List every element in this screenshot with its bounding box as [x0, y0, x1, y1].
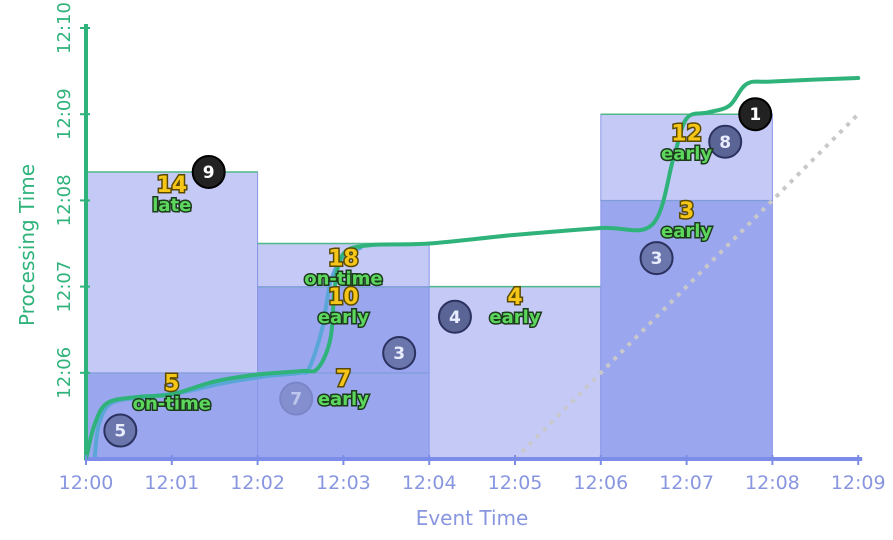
- y-tick-label: 12:06: [54, 347, 75, 399]
- annotation-timing: early: [489, 307, 540, 328]
- window-pane: [600, 113, 773, 201]
- x-tick-label: 12:04: [402, 472, 457, 494]
- event-marker: 8: [708, 124, 743, 159]
- y-axis-title: Processing Time: [15, 164, 39, 326]
- event-marker: 3: [382, 335, 417, 370]
- window-pane: [85, 171, 259, 374]
- annotation-count: 7: [336, 367, 351, 392]
- annotation-count: 4: [507, 285, 522, 310]
- event-value: 1: [749, 105, 761, 125]
- x-tick-label: 12:09: [831, 472, 886, 494]
- event-circle: [639, 241, 674, 276]
- event-value: 9: [203, 163, 215, 183]
- annotation-timing: early: [318, 389, 369, 410]
- window-panes: [85, 113, 773, 460]
- event-value: 3: [393, 344, 405, 364]
- x-tick-label: 12:08: [745, 472, 800, 494]
- y-tick-label: 12:10: [54, 2, 75, 54]
- event-marker: 9: [191, 154, 226, 189]
- x-tick-label: 12:05: [488, 472, 543, 494]
- event-marker: 5: [103, 413, 138, 448]
- x-tick-label: 12:00: [59, 472, 114, 494]
- annotation-timing: on-time: [133, 393, 211, 414]
- window-pane: [600, 199, 773, 460]
- ideal-line: [513, 112, 860, 461]
- annotation-timing: early: [318, 307, 369, 328]
- annotation-timing: on-time: [304, 268, 382, 289]
- event-circle: [738, 97, 773, 132]
- event-value: 7: [290, 390, 302, 410]
- y-tick-label: 12:08: [54, 174, 75, 226]
- x-tick-label: 12:07: [659, 472, 714, 494]
- event-marker: 1: [738, 97, 773, 132]
- curves: [84, 75, 861, 461]
- pane-annotation: 5on-time: [131, 370, 212, 416]
- x-axis-title: Event Time: [416, 506, 529, 530]
- annotation-count: 5: [164, 371, 179, 396]
- y-tick-label: 12:07: [54, 261, 75, 313]
- event-marker: 7: [279, 381, 314, 416]
- annotation-timing: early: [661, 143, 712, 164]
- ideal-diagonal: [513, 112, 860, 461]
- window-pane: [257, 243, 430, 288]
- annotation-count: 3: [679, 199, 694, 224]
- axes: 12:00 12:01 12:02 12:03 12:04 12:05 12:06 12:07…: [54, 2, 886, 494]
- event-circle: [708, 124, 743, 159]
- event-value: 8: [719, 133, 731, 153]
- event-markers: 5 9 7 3 4 3 81: [103, 97, 773, 448]
- event-circle: [103, 413, 138, 448]
- event-value: 4: [449, 308, 461, 328]
- y-tick-label: 12:09: [54, 88, 75, 140]
- event-circle: [437, 299, 472, 334]
- annotation-count: 18: [328, 246, 359, 271]
- event-circle: [191, 154, 226, 189]
- event-value: 3: [651, 249, 663, 269]
- annotation-count: 12: [671, 121, 702, 146]
- window-pane: [257, 372, 430, 460]
- event-circle: [382, 335, 417, 370]
- annotation-count: 14: [156, 173, 187, 198]
- x-tick-label: 12:03: [316, 472, 371, 494]
- annotations: 5on-time14late18on-time10early7early4ear…: [131, 120, 714, 416]
- annotation-timing: early: [661, 221, 712, 242]
- x-tick-label: 12:02: [230, 472, 285, 494]
- annotation-timing: late: [152, 195, 191, 216]
- annotation-count: 10: [328, 285, 359, 310]
- x-tick-label: 12:01: [144, 472, 199, 494]
- watermark-curve: [84, 75, 861, 461]
- event-circle: [279, 381, 314, 416]
- event-marker: 4: [437, 299, 472, 334]
- event-marker: 3: [639, 241, 674, 276]
- event-value: 5: [114, 422, 126, 442]
- x-tick-label: 12:06: [573, 472, 628, 494]
